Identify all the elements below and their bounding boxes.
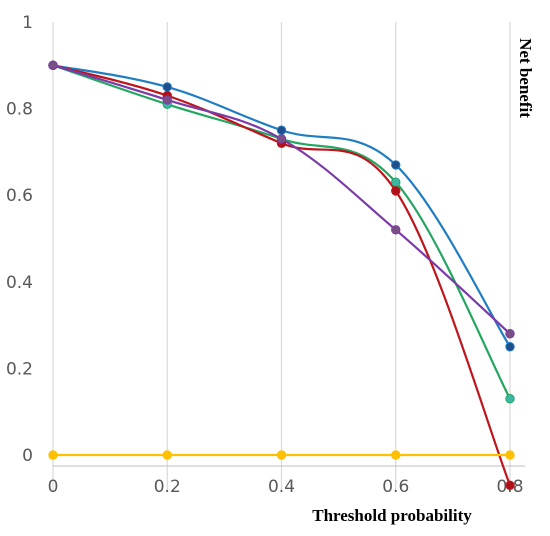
y-tick-label: 0.6 [6,186,33,206]
x-tick-label: 0 [48,477,59,497]
data-point-3-0 [48,60,58,71]
grid-layer [52,22,525,492]
y-tick-label: 1 [22,13,33,33]
tick-layer: 0 0.2 0.4 0.6 0.8 0 0.2 0.4 0.6 0.8 1 [6,13,524,497]
data-point-3-1 [162,95,172,105]
data-point-3-3 [391,225,401,235]
y-tick-label: 0.4 [6,273,33,293]
data-point-0-1 [162,82,172,92]
data-point-4-2 [276,450,287,460]
x-axis-title: Threshold probability [312,506,472,525]
data-point-0-4 [505,342,515,352]
data-point-4-0 [48,450,58,460]
data-point-1-4 [505,394,515,404]
x-tick-label: 0.4 [268,477,295,497]
y-axis-title: Net benefit [516,38,535,118]
y-tick-label: 0 [22,446,33,466]
series-layer [48,60,515,491]
x-tick-label: 0.6 [382,477,409,497]
data-point-0-3 [391,160,401,170]
data-point-2-4 [505,480,515,491]
series-line-3 [52,64,511,335]
data-point-4-1 [162,450,172,460]
data-point-0-2 [276,125,287,135]
data-point-3-4 [505,329,515,339]
data-point-1-3 [391,177,401,187]
data-point-4-3 [391,450,401,460]
x-tick-label: 0.8 [496,477,523,497]
data-point-2-3 [391,186,401,196]
series-line-2 [52,64,512,486]
series-line-0 [52,64,511,348]
x-tick-label: 0.2 [154,477,181,497]
data-point-3-2 [276,134,287,144]
y-tick-label: 0.8 [6,100,33,120]
y-tick-label: 0.2 [6,359,33,379]
data-point-4-4 [505,450,515,460]
